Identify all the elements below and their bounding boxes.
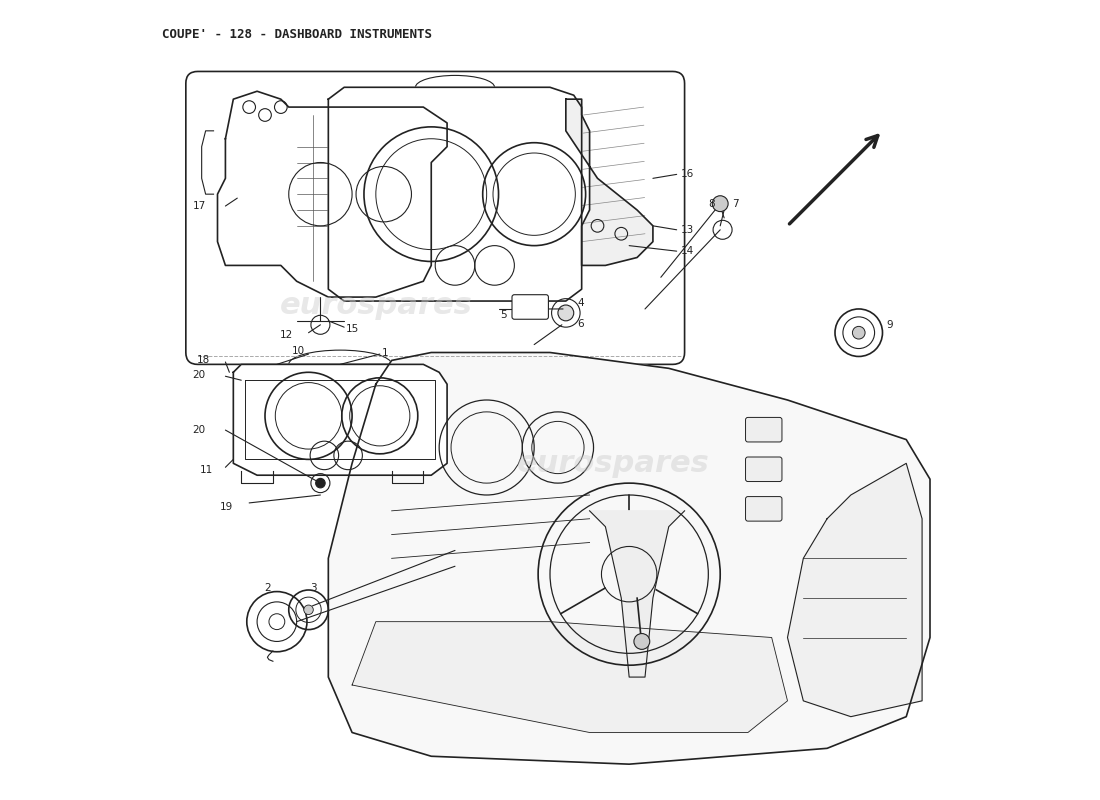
Text: 4: 4	[578, 298, 584, 308]
Text: 16: 16	[681, 170, 694, 179]
Circle shape	[634, 634, 650, 650]
Text: 7: 7	[733, 198, 739, 209]
Text: 8: 8	[708, 198, 715, 209]
Text: 14: 14	[681, 246, 694, 256]
Circle shape	[713, 196, 728, 211]
Text: 17: 17	[192, 201, 206, 211]
Polygon shape	[328, 87, 582, 301]
FancyBboxPatch shape	[746, 418, 782, 442]
Polygon shape	[565, 99, 653, 266]
FancyBboxPatch shape	[746, 457, 782, 482]
Circle shape	[558, 305, 574, 321]
Polygon shape	[590, 511, 684, 677]
Text: 15: 15	[345, 324, 359, 334]
Polygon shape	[233, 364, 447, 475]
Polygon shape	[328, 353, 930, 764]
Text: 13: 13	[681, 225, 694, 234]
Polygon shape	[218, 91, 447, 297]
Text: 5: 5	[500, 310, 507, 320]
Circle shape	[316, 478, 326, 488]
Text: 6: 6	[578, 319, 584, 329]
Text: 1: 1	[382, 347, 388, 358]
Text: 3: 3	[310, 583, 317, 594]
Polygon shape	[352, 622, 788, 733]
Text: 12: 12	[279, 330, 293, 340]
FancyBboxPatch shape	[186, 71, 684, 364]
Text: 20: 20	[192, 425, 206, 435]
Text: 2: 2	[265, 583, 272, 594]
Text: 20: 20	[192, 370, 206, 380]
Circle shape	[852, 326, 865, 339]
Text: eurospares: eurospares	[279, 290, 472, 319]
FancyBboxPatch shape	[746, 497, 782, 521]
Text: 19: 19	[220, 502, 233, 512]
Text: 10: 10	[292, 346, 305, 356]
Text: 11: 11	[200, 465, 213, 474]
Text: 18: 18	[196, 355, 210, 366]
Polygon shape	[788, 463, 922, 717]
Text: 9: 9	[887, 320, 893, 330]
Circle shape	[304, 605, 313, 614]
Text: COUPE' - 128 - DASHBOARD INSTRUMENTS: COUPE' - 128 - DASHBOARD INSTRUMENTS	[162, 28, 432, 41]
FancyBboxPatch shape	[512, 294, 549, 319]
Text: eurospares: eurospares	[517, 449, 710, 478]
